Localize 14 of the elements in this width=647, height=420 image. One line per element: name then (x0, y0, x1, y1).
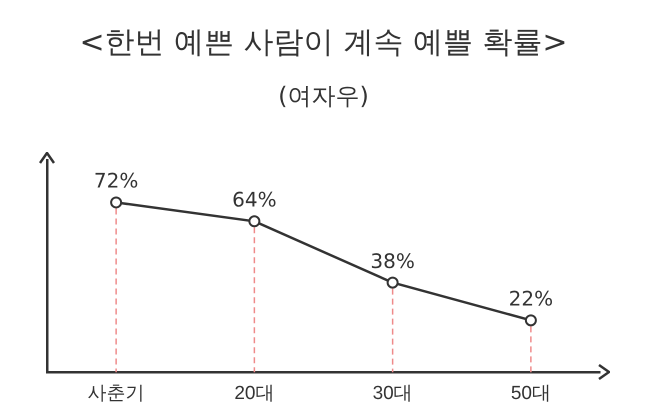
x-tick-label: 20대 (234, 382, 274, 404)
data-label: 38% (370, 248, 415, 273)
point (248, 215, 260, 228)
x-tick-label: 사춘기 (88, 382, 145, 404)
x-tick-label: 30대 (372, 382, 413, 404)
point (386, 276, 399, 289)
data-label: 64% (232, 188, 277, 212)
data-label: 72% (94, 168, 138, 193)
chart-title: <한번 예쁜 사람이 계속 예쁠 확률> (78, 24, 568, 62)
point (524, 314, 537, 326)
x-tick-label: 50대 (510, 382, 551, 404)
point (110, 196, 122, 208)
data-label: 22% (508, 286, 554, 311)
chart-subtitle: (여자우) (277, 81, 370, 112)
